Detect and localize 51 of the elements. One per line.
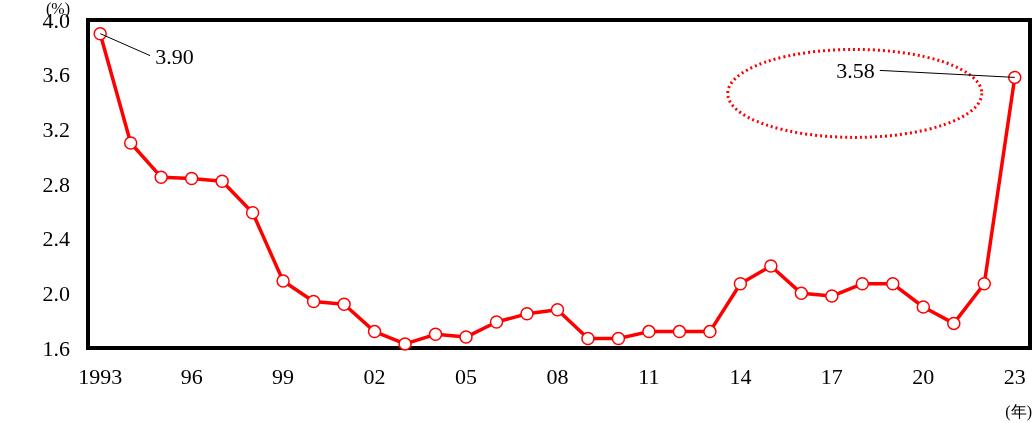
point — [764, 259, 778, 273]
point — [215, 174, 229, 189]
x-tick-label: 99 — [272, 364, 295, 389]
x-tick-label: 08 — [546, 364, 569, 389]
point — [245, 205, 260, 220]
x-tick-label: 14 — [729, 364, 752, 389]
x-axis-title: (年) — [1005, 403, 1032, 421]
y-tick-label: 3.2 — [42, 117, 70, 143]
point — [703, 324, 717, 339]
point — [581, 331, 595, 346]
y-tick-label: 3.6 — [42, 62, 70, 88]
point — [855, 277, 870, 291]
annotation: 3.58 — [836, 58, 875, 84]
point — [93, 26, 107, 41]
point — [977, 277, 992, 291]
y-tick-label: 2.4 — [42, 226, 70, 252]
point — [1008, 70, 1022, 85]
point — [916, 300, 931, 314]
point — [154, 170, 168, 184]
point — [611, 331, 626, 346]
point — [306, 294, 321, 309]
y-tick-label: 1.6 — [42, 335, 70, 361]
point — [428, 327, 443, 342]
point — [794, 286, 809, 301]
x-tick-label: 1993 — [78, 364, 123, 389]
point — [489, 315, 504, 329]
x-tick-label: 02 — [363, 364, 386, 389]
y-tick-label: 2.0 — [42, 281, 70, 307]
point — [398, 337, 412, 351]
point — [642, 324, 656, 339]
annotation: 3.90 — [155, 43, 194, 69]
x-tick-label: 11 — [638, 364, 660, 389]
point — [276, 274, 290, 288]
y-tick-label: 2.8 — [42, 171, 70, 197]
point — [123, 136, 138, 150]
point — [825, 289, 839, 303]
point — [886, 277, 900, 291]
point — [184, 171, 199, 186]
x-tick-label: 17 — [820, 364, 843, 389]
x-tick-label: 96 — [180, 364, 203, 389]
point — [947, 316, 961, 331]
x-tick-label: 05 — [455, 364, 478, 389]
point — [733, 277, 748, 291]
x-tick-label: 20 — [912, 364, 935, 389]
x-tick-label: 23 — [1003, 364, 1026, 389]
point — [367, 324, 382, 339]
point — [672, 324, 687, 339]
point — [550, 302, 565, 317]
point — [520, 307, 534, 321]
point — [459, 330, 473, 344]
point — [337, 297, 351, 312]
